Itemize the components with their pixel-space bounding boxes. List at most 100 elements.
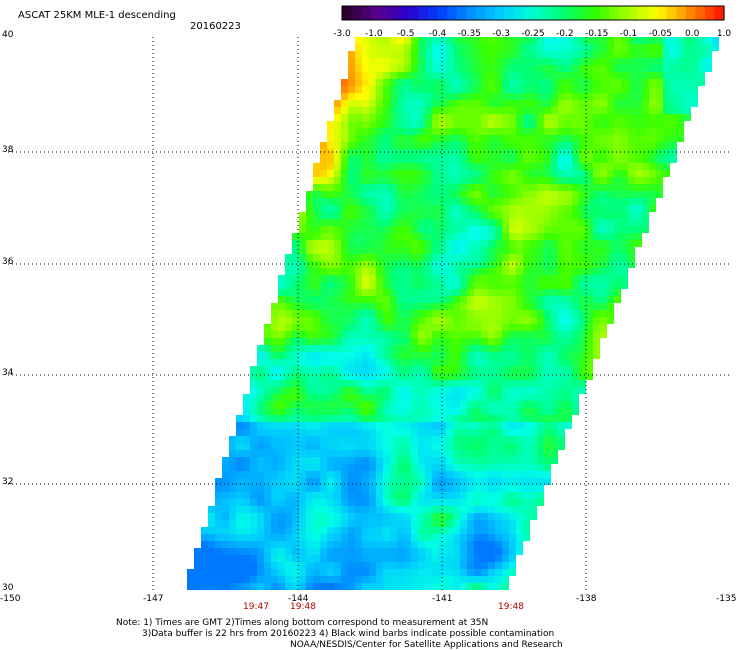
swath-pixel [271, 408, 278, 415]
swath-pixel [376, 436, 383, 443]
swath-pixel [362, 555, 369, 562]
swath-pixel [222, 471, 229, 478]
swath-pixel [278, 352, 285, 359]
swath-pixel [376, 492, 383, 499]
swath-pixel [432, 555, 439, 562]
swath-pixel [222, 527, 229, 534]
swath-pixel [579, 51, 586, 58]
swath-pixel [369, 478, 376, 485]
swath-pixel [348, 65, 355, 72]
swath-pixel [663, 128, 670, 135]
swath-pixel [607, 121, 614, 128]
swath-pixel [453, 212, 460, 219]
swath-pixel [383, 93, 390, 100]
swath-pixel [614, 72, 621, 79]
swath-pixel [516, 114, 523, 121]
swath-pixel [376, 506, 383, 513]
swath-pixel [390, 359, 397, 366]
swath-pixel [579, 345, 586, 352]
swath-pixel [411, 422, 418, 429]
swath-pixel [481, 485, 488, 492]
swath-pixel [523, 184, 530, 191]
swath-pixel [425, 366, 432, 373]
swath-pixel [502, 100, 509, 107]
swath-pixel [250, 499, 257, 506]
swath-pixel [397, 233, 404, 240]
swath-pixel [201, 548, 208, 555]
swath-pixel [306, 205, 313, 212]
swath-pixel [523, 261, 530, 268]
swath-pixel [390, 534, 397, 541]
swath-pixel [390, 93, 397, 100]
swath-pixel [306, 401, 313, 408]
swath-pixel [572, 100, 579, 107]
swath-pixel [383, 331, 390, 338]
swath-pixel [278, 296, 285, 303]
swath-pixel [537, 128, 544, 135]
swath-pixel [327, 506, 334, 513]
swath-pixel [334, 387, 341, 394]
swath-pixel [649, 65, 656, 72]
swath-pixel [411, 226, 418, 233]
swath-pixel [558, 163, 565, 170]
swath-pixel [404, 443, 411, 450]
swath-pixel [481, 478, 488, 485]
swath-pixel [453, 254, 460, 261]
swath-pixel [257, 401, 264, 408]
swath-pixel [558, 296, 565, 303]
swath-pixel [439, 464, 446, 471]
swath-pixel [355, 51, 362, 58]
swath-pixel [432, 135, 439, 142]
swath-pixel [411, 562, 418, 569]
swath-pixel [460, 51, 467, 58]
swath-pixel [418, 44, 425, 51]
swath-pixel [516, 345, 523, 352]
swath-pixel [593, 170, 600, 177]
swath-pixel [467, 296, 474, 303]
swath-pixel [649, 191, 656, 198]
swath-pixel [299, 387, 306, 394]
swath-pixel [299, 240, 306, 247]
swath-pixel [600, 226, 607, 233]
swath-pixel [600, 135, 607, 142]
swath-pixel [362, 268, 369, 275]
swath-pixel [474, 569, 481, 576]
swath-pixel [425, 142, 432, 149]
swath-pixel [411, 65, 418, 72]
swath-pixel [502, 562, 509, 569]
swath-pixel [495, 51, 502, 58]
swath-pixel [383, 352, 390, 359]
swath-pixel [516, 303, 523, 310]
swath-pixel [208, 562, 215, 569]
swath-pixel [390, 324, 397, 331]
swath-pixel [600, 303, 607, 310]
swath-pixel [474, 373, 481, 380]
swath-pixel [432, 184, 439, 191]
swath-pixel [593, 226, 600, 233]
swath-pixel [544, 450, 551, 457]
swath-pixel [544, 408, 551, 415]
swath-pixel [537, 317, 544, 324]
swath-pixel [453, 100, 460, 107]
swath-pixel [292, 289, 299, 296]
swath-pixel [376, 289, 383, 296]
swath-pixel [600, 254, 607, 261]
swath-pixel [243, 464, 250, 471]
swath-pixel [411, 555, 418, 562]
swath-pixel [453, 163, 460, 170]
swath-pixel [404, 345, 411, 352]
swath-pixel [229, 492, 236, 499]
swath-pixel [418, 380, 425, 387]
swath-pixel [544, 303, 551, 310]
swath-pixel [313, 499, 320, 506]
swath-pixel [446, 401, 453, 408]
lat-label-36: 36 [2, 257, 14, 267]
swath-pixel [320, 331, 327, 338]
swath-pixel [495, 324, 502, 331]
swath-pixel [600, 79, 607, 86]
swath-pixel [558, 387, 565, 394]
swath-pixel [327, 121, 334, 128]
swath-pixel [460, 205, 467, 212]
swath-pixel [607, 275, 614, 282]
swath-pixel [439, 401, 446, 408]
